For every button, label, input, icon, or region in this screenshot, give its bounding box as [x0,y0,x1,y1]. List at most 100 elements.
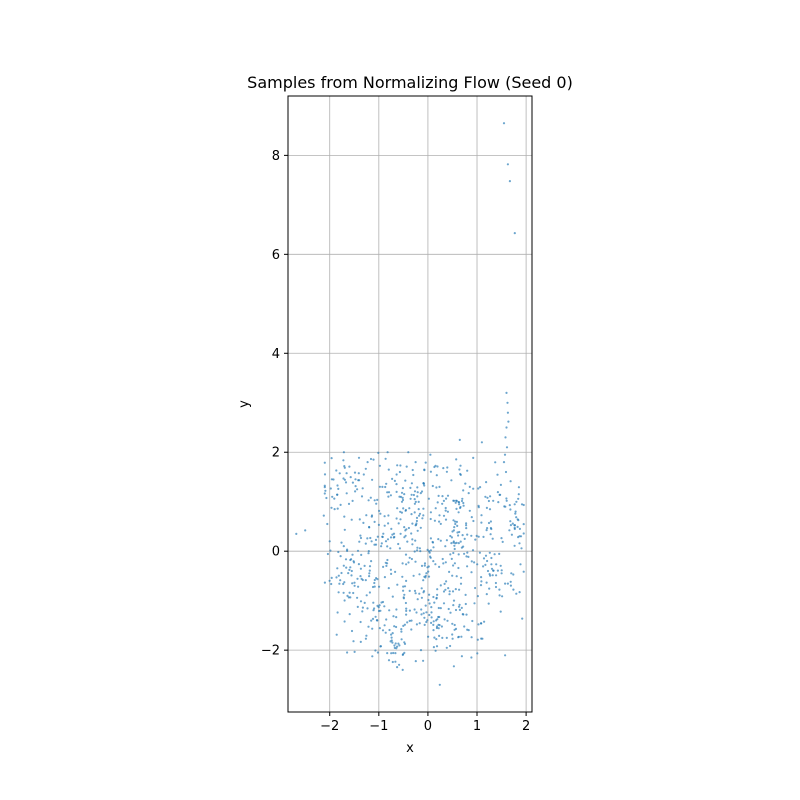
scatter-point [404,553,408,556]
scatter-point [378,464,381,467]
scatter-point [375,577,378,580]
scatter-point [493,553,496,556]
scatter-point [387,659,391,662]
scatter-point [349,476,352,479]
scatter-point [391,477,394,480]
scatter-point [396,507,399,510]
scatter-point [429,549,432,552]
scatter-point [403,623,406,626]
scatter-point [444,545,447,548]
scatter-point [456,524,459,528]
scatter-point [378,627,381,630]
scatter-point [359,600,363,603]
scatter-point [407,561,410,564]
scatter-point [420,608,423,611]
scatter-point [337,591,340,594]
scatter-point [373,585,376,588]
scatter-point [496,491,499,494]
scatter-point [295,532,298,536]
scatter-point [405,579,408,583]
scatter-point [337,574,340,577]
scatter-point [375,502,378,505]
scatter-point [369,496,372,499]
scatter-point [371,655,374,658]
scatter-point [459,582,463,585]
scatter-point [518,542,521,545]
scatter-point [453,526,456,529]
scatter-point [430,606,433,609]
scatter-point [420,587,423,590]
scatter-point [494,585,498,589]
scatter-point [348,591,351,594]
scatter-point [370,540,373,543]
scatter-point [436,593,439,597]
scatter-point [467,629,470,632]
scatter-point [488,508,492,511]
scatter-point [329,487,332,490]
scatter-point [405,563,408,566]
scatter-point [375,619,379,622]
scatter-point [517,497,520,500]
scatter-point [332,478,335,481]
scatter-point [522,570,525,573]
scatter-point [367,499,370,502]
scatter-point [360,577,363,581]
scatter-point [417,508,420,511]
scatter-point [362,521,365,525]
scatter-point [377,523,380,527]
scatter-point [370,515,373,518]
scatter-point [499,610,502,613]
scatter-point [342,477,345,480]
scatter-point [398,663,401,666]
scatter-point [492,499,495,502]
scatter-point [385,482,388,485]
scatter-point [489,520,492,523]
scatter-point [434,507,437,510]
scatter-point [451,590,455,593]
scatter-point [419,492,422,495]
scatter-point [437,538,440,541]
scatter-point [328,540,331,543]
scatter-point [367,550,370,553]
scatter-point [425,611,428,614]
scatter-point [504,654,507,657]
scatter-point [492,569,495,572]
scatter-point [346,594,349,598]
scatter-point [353,584,356,587]
scatter-point [342,582,345,586]
scatter-point [427,575,431,578]
scatter-point [515,592,518,595]
scatter-point [400,500,404,503]
scatter-point [517,493,520,496]
x-tick-label: 2 [522,719,530,734]
scatter-point [479,584,483,587]
scatter-point [400,630,403,633]
scatter-point [387,468,390,471]
scatter-point [414,560,417,563]
scatter-point [480,580,483,583]
scatter-point [395,608,398,611]
scatter-point [447,607,450,611]
scatter-point [386,558,389,562]
scatter-point [409,486,412,489]
scatter-point [448,590,451,593]
scatter-point [452,604,455,607]
scatter-point [380,545,383,548]
scatter-point [344,558,348,561]
scatter-point [337,487,340,490]
scatter-point [420,564,424,568]
scatter-point [503,505,506,508]
scatter-point [436,501,439,504]
scatter-point [396,583,399,586]
scatter-point [374,649,377,652]
scatter-point [323,461,326,464]
scatter-point [342,459,345,462]
scatter-point [388,609,391,612]
scatter-point [419,526,422,529]
scatter-point [366,461,369,464]
scatter-point [435,645,439,648]
scatter-point [343,599,346,602]
scatter-point [498,552,501,556]
scatter-point [386,538,390,541]
scatter-point [387,522,390,525]
